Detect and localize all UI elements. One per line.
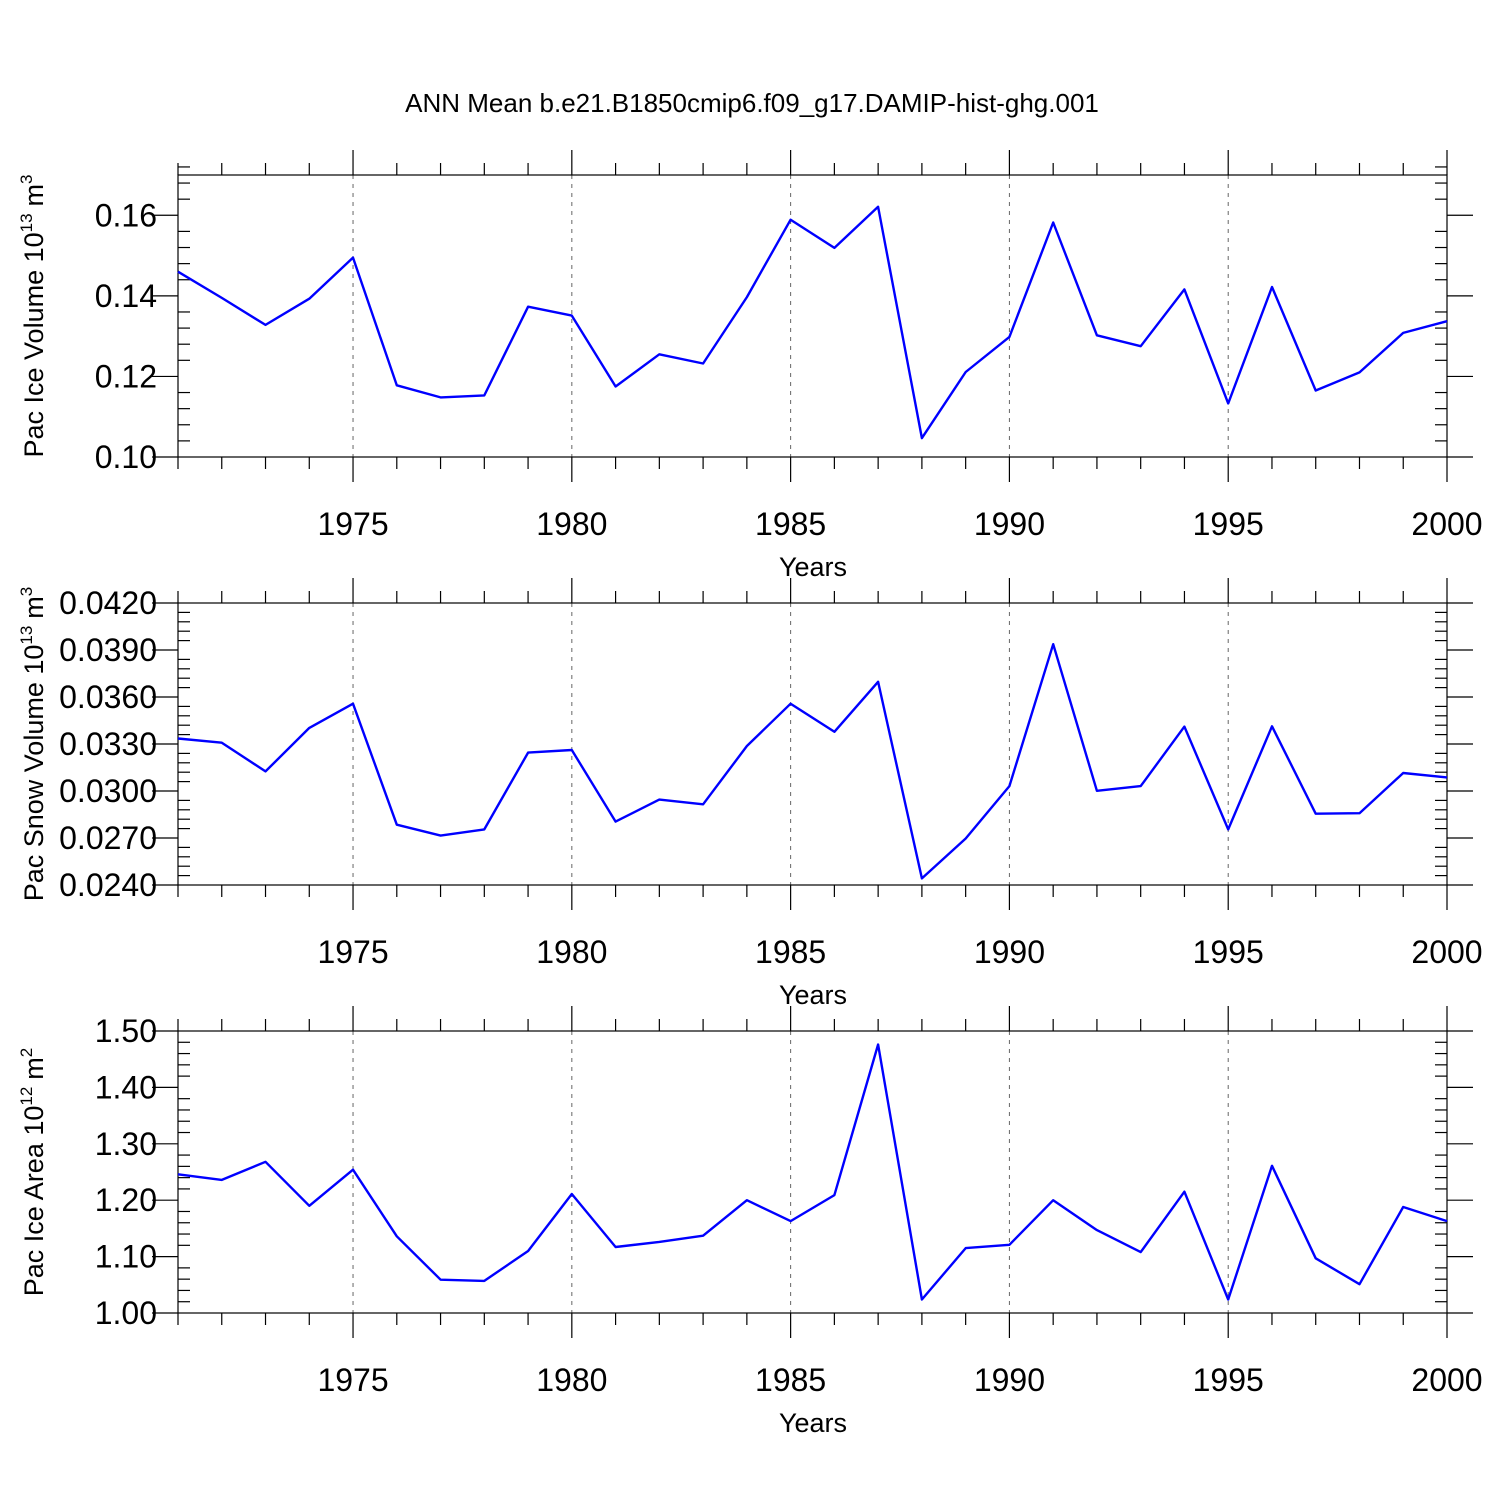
series-line [177,643,1448,880]
x-tick-label: 1990 [974,1362,1045,1398]
x-tick-label: 1980 [536,506,607,542]
x-tick-label: 2000 [1411,506,1482,542]
chart-panel-2: 0.0240 0.0270 0.0300 0.0330 0.0360 0.0390 0.04… [17,578,1483,1010]
chart-panel-3: 1.00 1.10 1.20 1.30 1.40 1.50 1975 1980 1985 1990… [17,1006,1483,1438]
y-axis-label-unit-exponent: 3 [17,174,36,183]
y-axis-label-text: Pac Snow Volume 10 [19,645,49,902]
x-tick-label: 1980 [536,934,607,970]
series-line [177,1043,1448,1301]
x-tick-label: 2000 [1411,1362,1482,1398]
x-tick-label: 1980 [536,1362,607,1398]
y-axis-label-unit: m [19,1057,49,1080]
y-tick-label: 0.12 [95,358,157,394]
panels-container: 0.10 0.12 0.14 0.16 1975 1980 1985 1990 1995 2000… [17,150,1483,1438]
y-axis-label-unit: m [19,596,49,619]
x-tick-label: 1990 [974,934,1045,970]
y-axis-label-unit: m [19,184,49,207]
y-tick-label: 1.10 [95,1239,157,1275]
x-tick-label: 2000 [1411,934,1482,970]
y-tick-label: 0.0300 [59,773,157,809]
y-axis-label: Pac Ice Volume 1013 m3 [17,174,49,457]
series-line [177,205,1448,440]
chart-panel-1: 0.10 0.12 0.14 0.16 1975 1980 1985 1990 1995 2000… [17,150,1483,582]
y-axis-label-text: Pac Ice Area 10 [19,1106,49,1297]
x-tick-label: 1975 [317,1362,388,1398]
figure-title: ANN Mean b.e21.B1850cmip6.f09_g17.DAMIP-… [405,88,1099,118]
y-tick-label: 0.0390 [59,632,157,668]
y-tick-label: 1.20 [95,1182,157,1218]
y-axis-label-exponent: 13 [17,213,36,232]
y-axis-label-exponent: 13 [17,626,36,645]
y-tick-label: 0.14 [95,278,157,314]
y-tick-label: 1.30 [95,1126,157,1162]
y-axis-label-text: Pac Ice Volume 10 [19,232,49,457]
y-axis-label-unit-exponent: 3 [17,587,36,596]
x-tick-label: 1985 [755,1362,826,1398]
y-tick-label: 0.0360 [59,679,157,715]
x-axis-label: Years [779,980,847,1010]
plot-frame [177,174,1448,458]
y-tick-label: 0.16 [95,197,157,233]
x-tick-label: 1975 [317,934,388,970]
y-tick-label: 0.10 [95,439,157,475]
y-tick-label: 0.0420 [59,585,157,621]
x-tick-label: 1995 [1193,506,1264,542]
x-axis-label: Years [779,552,847,582]
x-tick-label: 1995 [1193,934,1264,970]
y-axis-label: Pac Snow Volume 1013 m3 [17,587,49,902]
x-tick-label: 1995 [1193,1362,1264,1398]
y-tick-label: 1.40 [95,1069,157,1105]
x-axis-label: Years [779,1408,847,1438]
y-axis-label: Pac Ice Area 1012 m2 [17,1048,49,1297]
plot-frame [177,1030,1448,1314]
y-tick-label: 0.0330 [59,726,157,762]
y-tick-label: 0.0270 [59,820,157,856]
y-tick-label: 0.0240 [59,867,157,903]
y-tick-label: 1.50 [95,1013,157,1049]
x-tick-label: 1990 [974,506,1045,542]
y-axis-label-exponent: 12 [17,1087,36,1106]
y-tick-label: 1.00 [95,1295,157,1331]
x-tick-label: 1985 [755,506,826,542]
y-axis-label-unit-exponent: 2 [17,1048,36,1057]
x-tick-label: 1975 [317,506,388,542]
x-tick-label: 1985 [755,934,826,970]
